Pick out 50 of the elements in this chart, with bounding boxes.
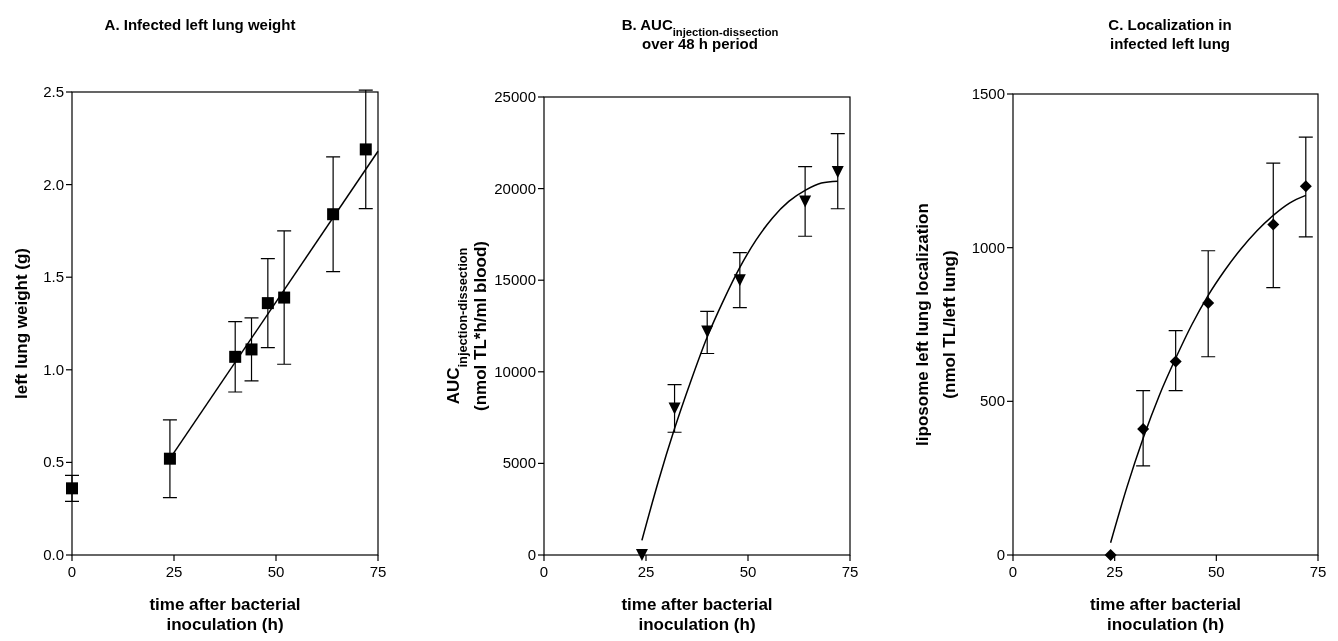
point <box>1299 180 1312 193</box>
x-tick-label: 50 <box>267 563 285 580</box>
y-tick-label: 1500 <box>971 85 1005 102</box>
x-tick-label: 0 <box>67 563 77 580</box>
y-tick-label: 0 <box>527 546 536 563</box>
y-tick-label: 1.5 <box>43 268 64 286</box>
y-tick-label: 25000 <box>494 88 536 105</box>
x-tick-label: 25 <box>165 563 183 580</box>
point <box>799 195 812 208</box>
x-tick-label: 25 <box>1106 563 1124 580</box>
x-tick-label: 50 <box>1207 563 1225 580</box>
point <box>831 166 844 179</box>
x-tick-label: 0 <box>539 563 549 580</box>
point <box>245 343 258 356</box>
y-tick-label: 2.0 <box>43 175 64 193</box>
x-axis-title: time after bacterial inoculation (h) <box>149 595 301 634</box>
x-tick-label: 75 <box>369 563 387 580</box>
point <box>1267 218 1280 231</box>
x-tick-label: 50 <box>739 563 757 580</box>
point <box>668 402 681 415</box>
y-tick-label: 20000 <box>494 179 536 197</box>
chart-title: B. AUC$_{injection-dissection}$ over 48 h period <box>621 16 779 52</box>
x-tick-label: 25 <box>637 563 655 580</box>
point <box>261 297 274 310</box>
point <box>635 549 648 561</box>
y-tick-label: 2.5 <box>43 83 64 100</box>
y-tick-label: 5000 <box>502 454 536 472</box>
x-tick-label: 0 <box>1008 563 1018 580</box>
y-tick-label: 1000 <box>971 238 1005 256</box>
point <box>1202 296 1215 309</box>
x-tick-label: 75 <box>841 563 859 580</box>
point <box>733 274 746 287</box>
point <box>163 452 176 465</box>
chart-title: C. Localization in infected left lung <box>1108 16 1232 52</box>
y-tick-label: 0 <box>996 546 1005 563</box>
y-tick-label: 500 <box>979 392 1005 410</box>
x-axis-title: time after bacterial inoculation (h) <box>621 595 773 634</box>
y-tick-label: 0.0 <box>43 546 64 563</box>
y-axis-title: liposome left lung localization (nmol TL/left lung) <box>913 203 959 446</box>
point <box>1104 549 1117 561</box>
x-axis-title: time after bacterial inoculation (h) <box>1089 595 1242 634</box>
chart-title: A. Infected left lung weight <box>104 16 296 33</box>
y-tick-label: 10000 <box>494 362 536 380</box>
x-tick-label: 75 <box>1309 563 1327 580</box>
point <box>359 143 372 156</box>
point <box>278 291 291 304</box>
y-axis-title: left lung weight (g) <box>12 247 31 400</box>
y-tick-label: 0.5 <box>43 453 64 471</box>
y-tick-label: 15000 <box>494 271 536 289</box>
y-tick-label: 1.0 <box>43 360 64 378</box>
